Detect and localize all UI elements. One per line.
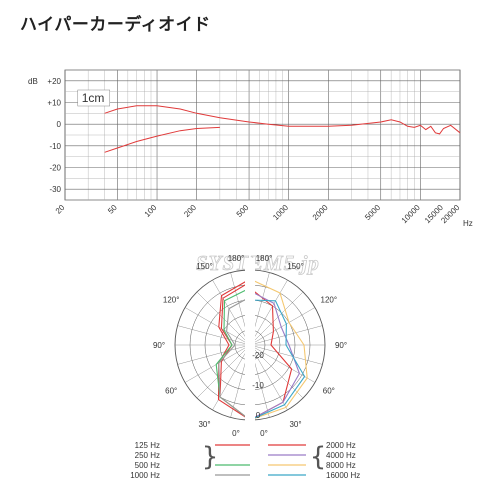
legend-label: 250 Hz bbox=[135, 451, 160, 460]
angle-label: 90° bbox=[153, 341, 165, 350]
polar-spoke bbox=[196, 344, 251, 399]
legend-label: 500 Hz bbox=[135, 461, 160, 470]
y-axis-unit: dB bbox=[28, 77, 38, 86]
polar-spoke bbox=[249, 291, 304, 346]
legend-label: 8000 Hz bbox=[326, 461, 356, 470]
watermark-logo: SYSTEM5.jp bbox=[196, 251, 320, 275]
polar-spoke bbox=[249, 279, 288, 346]
angle-label: 30° bbox=[289, 420, 301, 429]
polar-spoke bbox=[249, 307, 316, 346]
page-title: ハイパーカーディオイド bbox=[20, 15, 211, 35]
x-axis-unit: Hz bbox=[463, 219, 473, 228]
angle-label: 60° bbox=[165, 387, 177, 396]
polar-spoke bbox=[212, 279, 251, 346]
polar-curve-8000hz bbox=[249, 278, 308, 421]
y-tick-label: 0 bbox=[57, 120, 62, 129]
legend-label: 125 Hz bbox=[135, 441, 160, 450]
angle-label: 180° bbox=[228, 254, 245, 263]
angle-label: 90° bbox=[335, 341, 347, 350]
angle-label: 60° bbox=[323, 387, 335, 396]
polar-spoke bbox=[177, 325, 251, 346]
y-tick-label: +10 bbox=[47, 99, 61, 108]
annotation-box bbox=[77, 89, 111, 107]
y-tick-label: -20 bbox=[49, 164, 61, 173]
y-tick-label: +20 bbox=[47, 77, 61, 86]
radius-label: -10 bbox=[252, 381, 264, 390]
angle-label: 180° bbox=[256, 254, 273, 263]
legend-label: 16000 Hz bbox=[326, 471, 360, 480]
response-curve-1cm bbox=[104, 105, 461, 135]
legend-label: 2000 Hz bbox=[326, 441, 356, 450]
angle-label: 30° bbox=[198, 420, 210, 429]
legend-label: 4000 Hz bbox=[326, 451, 356, 460]
polar-spoke bbox=[177, 344, 251, 365]
radius-label: -20 bbox=[252, 351, 264, 360]
polar-divider bbox=[245, 258, 255, 426]
polar-spoke bbox=[184, 344, 251, 383]
legend-brace-left: } bbox=[202, 442, 219, 472]
polar-curve-1000hz bbox=[218, 296, 251, 421]
polar-spoke bbox=[249, 344, 288, 411]
polar-spoke bbox=[196, 291, 251, 346]
angle-label: 150° bbox=[196, 262, 213, 271]
y-tick-label: -10 bbox=[49, 142, 61, 151]
angle-label: 120° bbox=[163, 296, 180, 305]
polar-spoke bbox=[249, 344, 304, 399]
legend-brace-right: { bbox=[310, 442, 327, 472]
response-curve-lower bbox=[104, 126, 220, 153]
polar-curve-4000hz bbox=[249, 290, 300, 421]
radius-label: 0 bbox=[256, 411, 261, 420]
polar-curve-16000hz bbox=[249, 299, 306, 421]
annotation-label: 1cm bbox=[82, 91, 105, 105]
polar-curve-250hz bbox=[217, 278, 251, 421]
angle-label: 120° bbox=[321, 296, 338, 305]
angle-label: 0° bbox=[260, 429, 268, 438]
angle-label: 0° bbox=[232, 429, 240, 438]
angle-label: 150° bbox=[287, 262, 304, 271]
polar-spoke bbox=[184, 307, 251, 346]
polar-spoke bbox=[249, 344, 323, 365]
legend-label: 1000 Hz bbox=[130, 471, 160, 480]
y-tick-label: -30 bbox=[49, 185, 61, 194]
